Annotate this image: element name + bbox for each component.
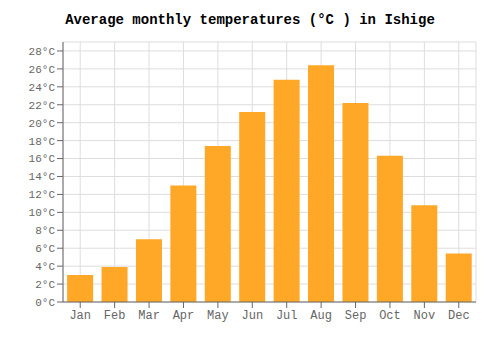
svg-text:Sep: Sep bbox=[345, 309, 367, 323]
svg-text:0°C: 0°C bbox=[35, 297, 55, 309]
svg-text:Dec: Dec bbox=[448, 309, 470, 323]
svg-text:May: May bbox=[207, 309, 229, 323]
svg-text:10°C: 10°C bbox=[29, 207, 56, 219]
svg-text:14°C: 14°C bbox=[29, 171, 56, 183]
svg-text:Apr: Apr bbox=[173, 309, 195, 323]
svg-text:16°C: 16°C bbox=[29, 153, 56, 165]
svg-text:2°C: 2°C bbox=[35, 279, 55, 291]
svg-text:Oct: Oct bbox=[379, 309, 401, 323]
svg-text:4°C: 4°C bbox=[35, 261, 55, 273]
html-text:Average monthly temperatures (: Average monthly temperatures (°C ) in Is… bbox=[65, 12, 435, 28]
svg-text:18°C: 18°C bbox=[29, 136, 56, 148]
svg-text:Aug: Aug bbox=[310, 309, 332, 323]
svg-text:Nov: Nov bbox=[414, 309, 436, 323]
svg-text:6°C: 6°C bbox=[35, 243, 55, 255]
svg-text:22°C: 22°C bbox=[29, 100, 56, 112]
svg-text:24°C: 24°C bbox=[29, 82, 56, 94]
svg-text:28°C: 28°C bbox=[29, 46, 56, 58]
svg-text:20°C: 20°C bbox=[29, 118, 56, 130]
svg-text:Jun: Jun bbox=[241, 309, 263, 323]
svg-text:8°C: 8°C bbox=[35, 225, 55, 237]
svg-text:26°C: 26°C bbox=[29, 64, 56, 76]
svg-text:Jan: Jan bbox=[69, 309, 91, 323]
svg-text:Mar: Mar bbox=[138, 309, 160, 323]
svg-text:Feb: Feb bbox=[104, 309, 126, 323]
svg-text:12°C: 12°C bbox=[29, 189, 56, 201]
svg-text:Jul: Jul bbox=[276, 309, 298, 323]
